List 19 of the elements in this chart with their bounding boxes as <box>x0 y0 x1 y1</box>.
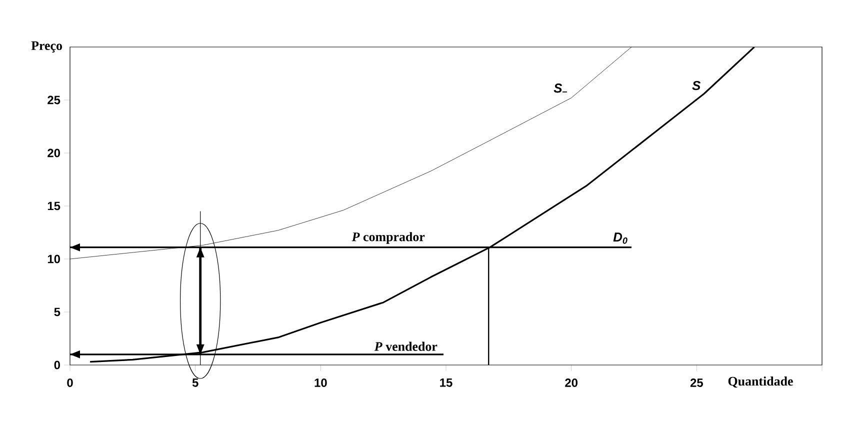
x-tick-label: 10 <box>314 378 327 387</box>
y-axis-title: Preço <box>31 41 62 53</box>
y-tick-label: 25 <box>48 96 60 104</box>
annotation: P vendedor <box>374 342 438 351</box>
x-tick-label: 5 <box>192 378 198 387</box>
y-tick-label: 15 <box>48 202 60 210</box>
x-tick-label: 25 <box>690 378 703 387</box>
y-tick-label: 20 <box>48 148 60 158</box>
y-tick-label: 10 <box>48 254 60 264</box>
y-tick-label: 5 <box>54 308 60 316</box>
x-tick-label: 15 <box>440 378 452 387</box>
x-tick-label: 20 <box>565 378 578 387</box>
y-tick-label: 0 <box>54 360 60 370</box>
series-label: S <box>692 80 701 90</box>
x-axis-title: Quantidade <box>728 376 793 388</box>
series-label: D$_{0}$ <box>613 232 628 244</box>
series-label: S$_{–}$ <box>554 84 568 93</box>
x-tick-label: 0 <box>67 378 73 387</box>
annotation: P comprador <box>352 232 425 244</box>
